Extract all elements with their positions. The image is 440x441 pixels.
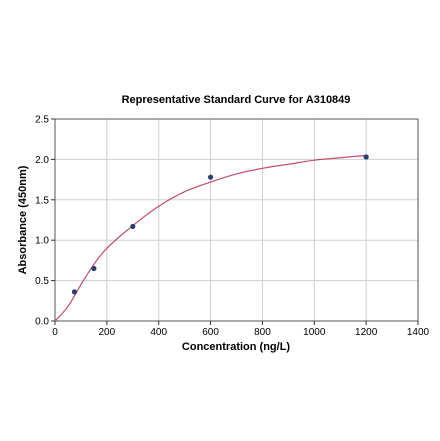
x-tick-label: 800 [254, 327, 271, 338]
data-points [71, 154, 369, 295]
data-point [91, 265, 97, 272]
chart-title: Representative Standard Curve for A31084… [122, 94, 351, 106]
y-tick-label: 0.0 [35, 317, 49, 328]
data-point [71, 289, 78, 295]
y-tick-label: 0.5 [35, 276, 49, 287]
axis-ticks: 0 200 400 600 800 1000 1200 1400 0.0 0.5 1.0 1.5 2.0… [35, 115, 429, 339]
data-point [130, 223, 136, 230]
x-tick-label: 1400 [407, 327, 430, 338]
x-tick-label: 0 [52, 327, 58, 338]
data-point [207, 174, 214, 180]
fit-curve-layer [54, 154, 367, 322]
x-tick-label: 1200 [355, 327, 378, 338]
x-axis-label: Concentration (ng/L) [182, 341, 290, 353]
x-tick-label: 1000 [303, 327, 326, 338]
x-tick-label: 600 [202, 327, 219, 338]
data-point [363, 154, 369, 160]
y-tick-label: 1.0 [35, 236, 49, 247]
x-tick-label: 400 [150, 327, 167, 338]
y-tick-label: 2.5 [35, 115, 49, 126]
y-axis-label: Absorbance (450nm) [17, 165, 29, 274]
grid [55, 119, 418, 321]
plot-frame [54, 118, 419, 322]
y-tick-label: 2.0 [35, 155, 49, 166]
y-tick-label: 1.5 [35, 195, 49, 206]
fit-curve [54, 154, 367, 322]
x-tick-label: 200 [99, 327, 116, 338]
